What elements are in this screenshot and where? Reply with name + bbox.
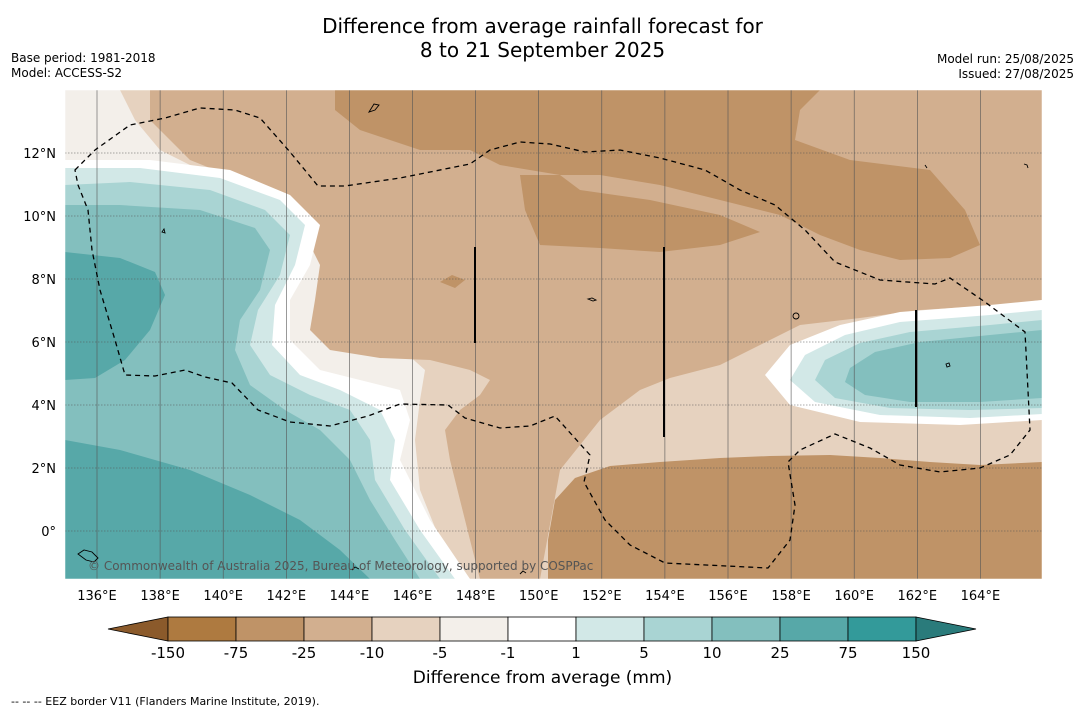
colorbar-extend-high [915, 616, 977, 642]
longitude-label: 144°E [330, 589, 370, 604]
copyright-text: © Commonwealth of Australia 2025, Bureau… [88, 559, 593, 573]
band-25-75-west-north [65, 252, 165, 380]
band-25-75-west-south [65, 440, 370, 579]
footer-note: -- -- -- EEZ border V11 (Flanders Marine… [11, 695, 320, 708]
colorbar-tick-label: -25 [292, 644, 317, 662]
colorbar-tick-label: 150 [902, 644, 931, 662]
base-period: Base period: 1981-2018 [11, 51, 156, 65]
longitude-label: 146°E [393, 589, 433, 604]
longitude-label: 164°E [961, 589, 1001, 604]
latitude-labels: 12°N 10°N 8°N 6°N 4°N 2°N 0° [23, 147, 56, 540]
colorbar-swatch [847, 616, 917, 642]
longitude-label: 154°E [645, 589, 685, 604]
colorbar-tick-label: -75 [224, 644, 249, 662]
colorbar-swatch [235, 616, 305, 642]
meta-right: Model run: 25/08/2025 Issued: 27/08/2025 [937, 52, 1074, 82]
colorbar-tick-label: 5 [639, 644, 649, 662]
colorbar-swatch [779, 616, 849, 642]
colorbar-tick-label: -5 [433, 644, 448, 662]
colorbar-swatch [371, 616, 441, 642]
issued-date: Issued: 27/08/2025 [958, 67, 1074, 81]
colorbar-swatch [575, 616, 645, 642]
map-title: Difference from average rainfall forecas… [0, 14, 1085, 62]
coastlines [77, 103, 1029, 575]
latitude-label: 12°N [23, 147, 56, 162]
meta-left: Base period: 1981-2018 Model: ACCESS-S2 [11, 51, 156, 81]
rainfall-field [65, 90, 1042, 579]
vertical-markers [474, 247, 917, 437]
colorbar-tick-label: -1 [501, 644, 516, 662]
colorbar-tick-label: -10 [360, 644, 385, 662]
graticule [65, 90, 1042, 579]
colorbar-tick-label: 10 [702, 644, 721, 662]
model-name: Model: ACCESS-S2 [11, 66, 123, 80]
colorbar-title: Difference from average (mm) [412, 668, 673, 688]
longitude-label: 150°E [519, 589, 559, 604]
colorbar-swatch [167, 616, 237, 642]
colorbar: -150 -75 -25 -10 -5 -1 1 5 10 25 75 150 [107, 616, 977, 662]
model-run: Model run: 25/08/2025 [936, 52, 1074, 66]
longitude-label: 152°E [582, 589, 622, 604]
longitude-labels: 136°E 138°E 140°E 142°E 144°E 146°E 148°E 150°E… [77, 589, 1000, 604]
colorbar-swatch [439, 616, 509, 642]
colorbar-swatch [303, 616, 373, 642]
eez-border [74, 107, 1031, 569]
title-line-2: 8 to 21 September 2025 [419, 38, 666, 62]
band-minus75-minus25-north [335, 90, 980, 260]
colorbar-tick-label: 75 [838, 644, 857, 662]
latitude-label: 10°N [23, 210, 56, 225]
longitude-label: 160°E [834, 589, 874, 604]
latitude-label: 6°N [32, 336, 57, 351]
longitude-label: 156°E [708, 589, 748, 604]
latitude-label: 2°N [32, 462, 57, 477]
colorbar-tick-label: -150 [151, 644, 185, 662]
longitude-label: 148°E [456, 589, 496, 604]
title-line-1: Difference from average rainfall forecas… [322, 14, 763, 38]
latitude-label: 4°N [32, 399, 57, 414]
colorbar-tick-label: 25 [770, 644, 789, 662]
colorbar-swatch [507, 616, 577, 642]
colorbar-extend-low [107, 616, 169, 642]
longitude-label: 140°E [203, 589, 243, 604]
band-minus75-minus25-patch [440, 275, 465, 288]
map-frame [64, 89, 1043, 580]
band-minus75-minus25-south [548, 455, 1042, 579]
longitude-label: 158°E [771, 589, 811, 604]
longitude-label: 138°E [140, 589, 180, 604]
colorbar-tick-label: 1 [571, 644, 581, 662]
longitude-label: 162°E [898, 589, 938, 604]
colorbar-swatch [711, 616, 781, 642]
longitude-label: 136°E [77, 589, 117, 604]
latitude-label: 8°N [32, 273, 57, 288]
band-10-25-east [845, 330, 1042, 402]
longitude-label: 142°E [267, 589, 307, 604]
colorbar-swatch [643, 616, 713, 642]
latitude-label: 0° [41, 525, 56, 540]
